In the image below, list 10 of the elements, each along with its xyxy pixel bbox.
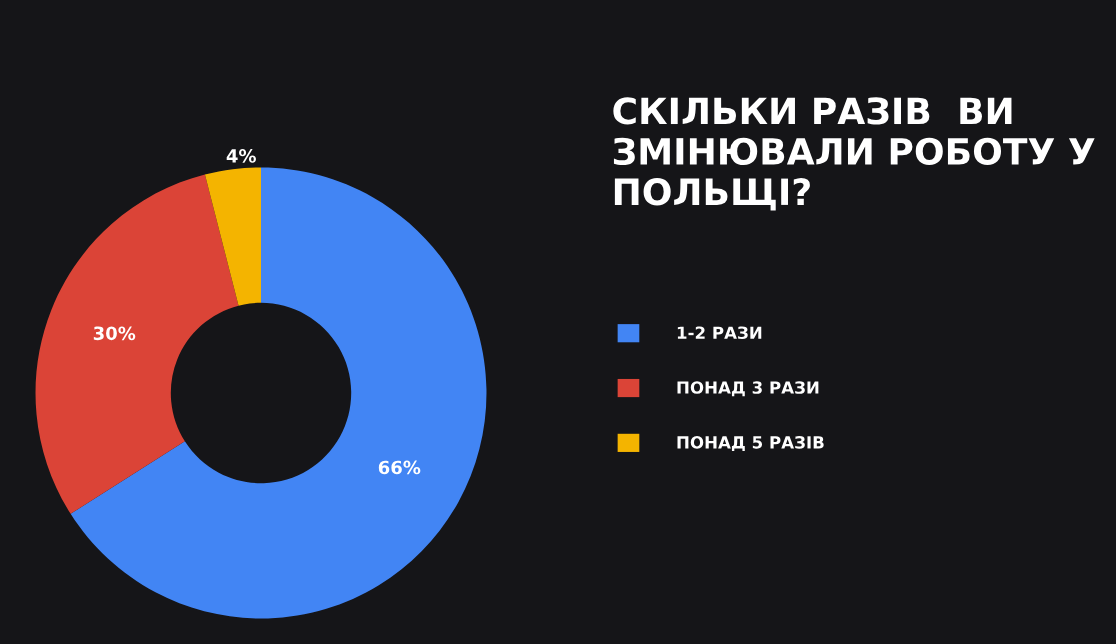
data-label: 4% xyxy=(226,149,256,163)
legend-label: 1-2 РАЗИ xyxy=(677,326,762,340)
donut-slice xyxy=(204,167,261,306)
donut-slice xyxy=(35,174,239,514)
donut-slice xyxy=(70,167,487,619)
chart-title: СКІЛЬКИ РАЗІВ ВИ ЗМІНЮВАЛИ РОБОТУ У ПОЛЬЩІ? xyxy=(613,97,1095,211)
data-label: 66% xyxy=(378,460,421,475)
legend-label: ПОНАД 3 РАЗИ xyxy=(677,381,819,397)
legend-label: ПОНАД 5 РАЗІВ xyxy=(677,436,824,452)
data-label: 30% xyxy=(93,326,136,341)
